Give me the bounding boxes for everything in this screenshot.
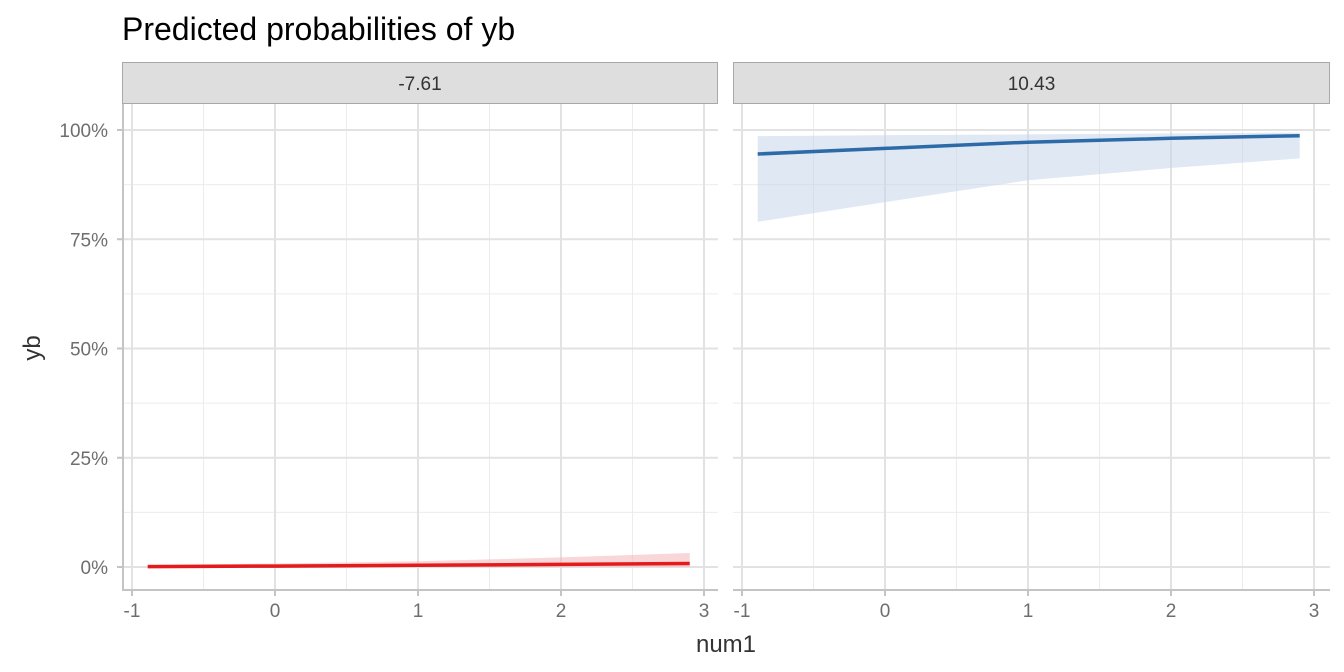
x-tick-label: 0 [880,601,891,622]
x-tick-label: 1 [413,601,424,622]
x-axis-title: num1 [696,631,756,658]
y-axis-title: yb [19,335,46,360]
prediction-line [757,133,1300,156]
x-tick-label: 2 [1166,601,1177,622]
x-tick-label: 2 [556,601,567,622]
x-tick-label: 1 [1023,601,1034,622]
facet-strip-label: 10.43 [1008,74,1056,95]
y-tick-label: 100% [59,121,108,142]
x-tick-label: -1 [734,601,751,622]
chart-title: Predicted probabilities of yb [122,11,515,47]
y-tick-label: 75% [70,230,108,251]
x-tick-label: -1 [124,601,141,622]
facet-strip [733,62,1330,104]
confidence-ribbon [757,132,1300,222]
panel-2: 10.43 -1 0 1 2 3 [733,62,1330,622]
x-tick-label: 0 [270,601,281,622]
facet-strip-label: -7.61 [398,74,441,95]
panel-1: -7.61 -1 0 1 2 3 0% 25% 50% 75% 100% [59,62,718,622]
y-tick-label: 50% [70,340,108,361]
x-tick-label: 3 [699,601,710,622]
x-tick-label: 3 [1309,601,1320,622]
panels: -7.61 -1 0 1 2 3 0% 25% 50% 75% 100% 10.43 -1 0 1 2 3 [59,62,1330,622]
facet-strip [122,62,718,104]
y-tick-label: 0% [81,558,109,579]
y-tick-label: 25% [70,449,108,470]
prediction-line [147,561,690,569]
